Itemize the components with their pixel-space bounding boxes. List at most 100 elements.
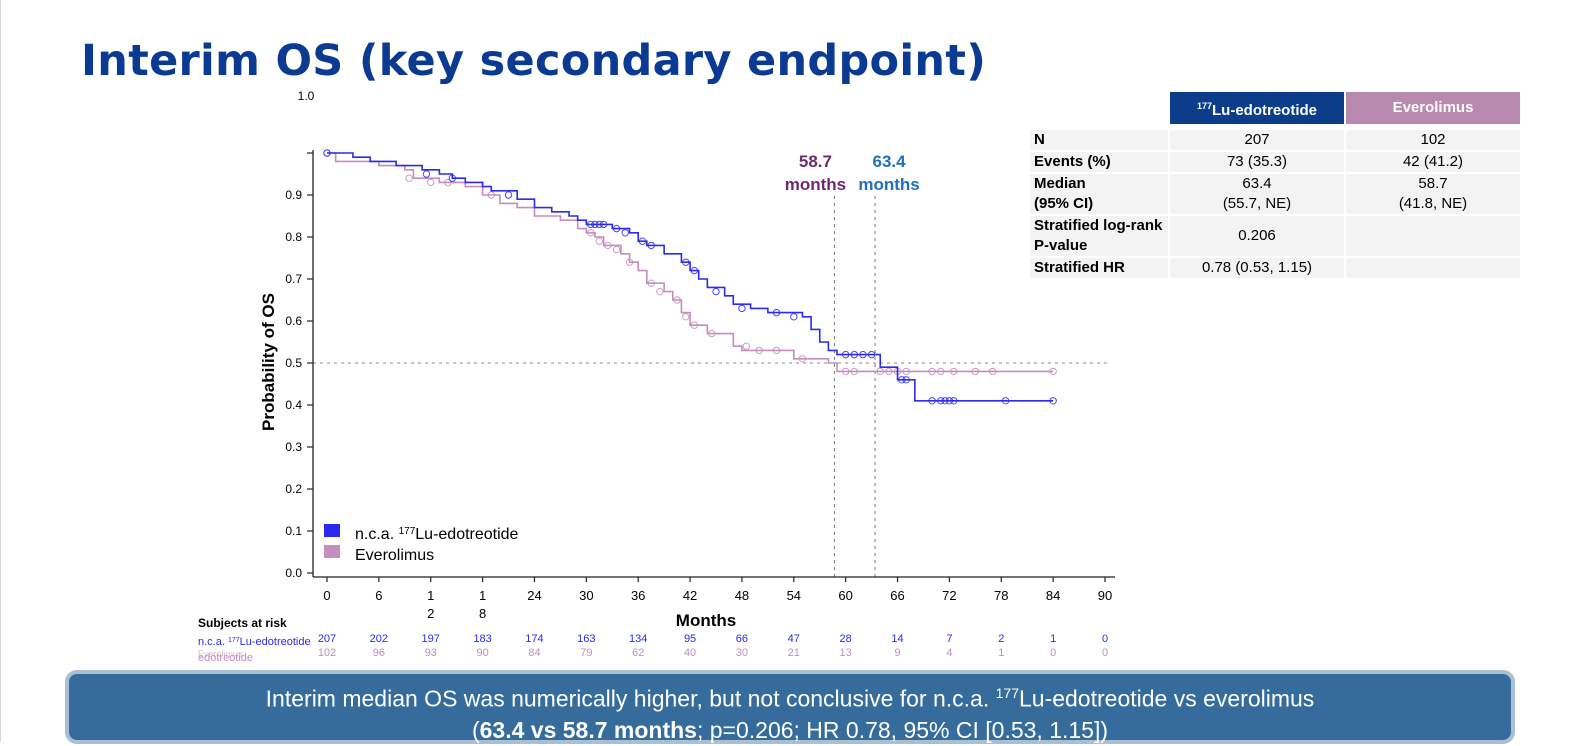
row-ev-value [1346, 258, 1520, 278]
everolimus-censor-mark [647, 279, 655, 287]
lu-censor-mark [595, 220, 603, 229]
x-tick-label: 8 [479, 606, 486, 621]
lu-censor-mark [422, 170, 431, 178]
y-tick-label: 0.9 [285, 188, 302, 202]
lu-censor-mark [638, 237, 647, 245]
median-unit-label: months [858, 175, 919, 194]
row-ev-value: 42 (41.2) [1346, 152, 1520, 172]
survival-curves [323, 149, 1057, 405]
at-risk-count-lu: 7 [946, 633, 952, 645]
at-risk-count-ev: 4 [946, 647, 952, 659]
everolimus-censor-mark [656, 287, 664, 296]
row-lu-value: 63.4 (55.7, NE) [1170, 174, 1344, 214]
everolimus-censor-mark [612, 245, 621, 254]
banner-line2-bold: 63.4 vs 58.7 months [479, 716, 697, 743]
conclusion-banner: Interim median OS was numerically higher… [65, 670, 1515, 744]
lu-censor-mark [621, 229, 629, 237]
median-value-label: 63.4 [873, 152, 907, 171]
row-label-line2: P-value [1034, 237, 1088, 254]
row-lu-value: 0.206 [1170, 216, 1344, 256]
x-tick-label: 0 [323, 588, 330, 603]
lu-censor-mark [950, 397, 958, 405]
lu-censor-mark [712, 287, 720, 296]
lu-censor-mark [586, 220, 595, 229]
chart-labels: 58.7 months 63.4 months n.c.a. 177Lu-edotreo… [324, 152, 920, 564]
everolimus-censor-mark [850, 367, 859, 376]
everolimus-survival-curve [327, 152, 1054, 373]
x-tick-label: 90 [1098, 588, 1112, 603]
at-risk-count-lu: 202 [370, 633, 388, 645]
at-risk-count-lu: 0 [1102, 633, 1108, 645]
everolimus-censor-mark [937, 367, 945, 376]
lu-survival-curve [327, 152, 1054, 402]
x-tick-label: 2 [427, 606, 434, 621]
at-risk-count-ev: 21 [788, 647, 800, 659]
x-tick-label: 78 [994, 588, 1008, 603]
at-risk-count-ev: 30 [736, 647, 748, 659]
lu-censor-mark [902, 376, 910, 384]
banner-line1-post: Lu-edotreotide vs everolimus [1018, 685, 1315, 712]
y-tick-label: 0.0 [285, 566, 302, 580]
everolimus-censor-mark [772, 346, 781, 355]
table-row: Events (%) 73 (35.3) 42 (41.2) [1030, 152, 1520, 172]
x-tick-label: 42 [683, 588, 697, 603]
summary-table: 177Lu-edotreotide Everolimus N 207 102 E… [1028, 90, 1522, 280]
y-tick-label: 0.7 [285, 272, 302, 286]
y-axis: 0.0 0.1 0.2 0.3 0.4 0.5 0.6 0.7 0.8 0.9 1.0 Probabi… [259, 89, 315, 580]
banner-line-1: Interim median OS was numerically higher… [69, 678, 1511, 715]
at-risk-count-ev: 79 [580, 647, 592, 659]
row-label: Stratified log-rank P-value [1030, 216, 1168, 256]
lu-censor-mark [690, 266, 699, 275]
everolimus-censor-mark [690, 321, 699, 329]
x-tick-label: 66 [890, 588, 904, 603]
at-risk-count-ev: 93 [425, 647, 437, 659]
everolimus-censor-mark [487, 191, 495, 199]
table-row: Stratified log-rank P-value 0.206 [1030, 216, 1520, 256]
everolimus-censor-mark [673, 296, 681, 304]
everolimus-censor-mark [798, 355, 807, 363]
at-risk-count-lu: 197 [422, 633, 440, 645]
median-value-label: 58.7 [799, 152, 832, 171]
lu-censor-mark [928, 397, 936, 405]
ci-lu: (55.7, NE) [1222, 195, 1292, 212]
x-tick-label: 1 [479, 588, 486, 603]
legend-swatch-everolimus [324, 545, 340, 558]
table-header-lu-label: Lu-edotreotide [1212, 101, 1318, 119]
x-tick-label: 84 [1046, 588, 1060, 603]
row-label-line1: Stratified log-rank [1034, 217, 1163, 234]
y-tick-label: 0.2 [285, 482, 302, 496]
banner-line-2: (63.4 vs 58.7 months; p=0.206; HR 0.78, … [69, 715, 1511, 746]
row-label-line2: (95% CI) [1034, 195, 1094, 212]
at-risk-count-lu: 14 [891, 633, 903, 645]
at-risk-count-ev: 0 [1102, 647, 1108, 659]
everolimus-censor-mark [595, 237, 603, 245]
at-risk-count-lu: 174 [525, 633, 543, 645]
lu-censor-mark [772, 308, 781, 317]
ci-ev: (41.8, NE) [1398, 195, 1468, 212]
lu-censor-mark [682, 258, 690, 266]
everolimus-censor-mark [625, 258, 634, 266]
x-tick-label: 60 [838, 588, 852, 603]
lu-censor-mark [859, 350, 867, 359]
y-tick-label: 1.0 [298, 89, 315, 103]
at-risk-label-wrap: edotreotide [198, 652, 253, 664]
everolimus-censor-mark [971, 367, 980, 376]
row-ev-value: 58.7 (41.8, NE) [1346, 174, 1520, 214]
row-ev-value [1346, 216, 1520, 256]
at-risk-count-lu: 2 [998, 633, 1004, 645]
lu-censor-mark [504, 191, 513, 199]
table-row: N 207 102 [1030, 130, 1520, 150]
lu-censor-mark [867, 350, 876, 359]
at-risk-label-lu: n.c.a. 177Lu-edotreotide [198, 636, 311, 648]
lu-censor-mark [850, 350, 859, 359]
at-risk-count-ev: 90 [476, 647, 488, 659]
x-tick-label: 36 [631, 588, 645, 603]
median-ev: 58.7 [1418, 175, 1448, 192]
at-risk-title: Subjects at risk [198, 616, 287, 630]
y-tick-label: 0.8 [285, 230, 302, 244]
everolimus-censor-mark [928, 367, 936, 376]
at-risk-count-ev: 0 [1050, 647, 1056, 659]
row-label: Stratified HR [1030, 258, 1168, 278]
